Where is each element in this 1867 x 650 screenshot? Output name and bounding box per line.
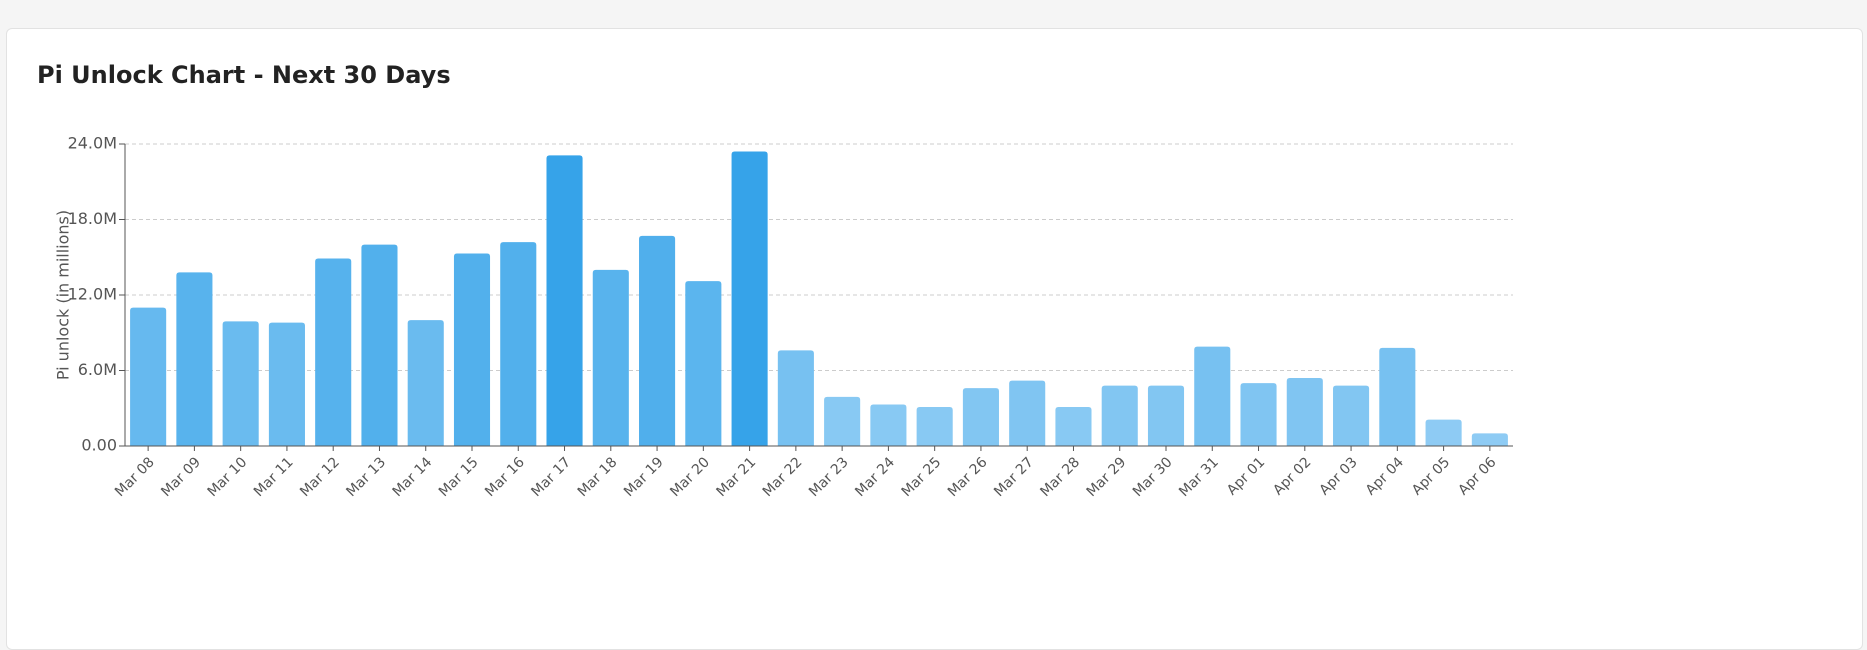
x-tick-label: Mar 27 [991,454,1037,500]
y-tick-label: 6.0M [78,360,117,379]
y-tick-label: 24.0M [68,134,117,153]
x-tick-label: Mar 08 [112,454,158,500]
bar [1101,385,1138,446]
bar [361,244,398,446]
x-tick-label: Mar 30 [1130,454,1176,500]
bar [1333,385,1370,446]
x-tick-label: Mar 17 [528,454,574,500]
bar [1240,383,1277,446]
y-axis-title: Pi unlock (in millions) [54,210,73,380]
bar [176,272,213,446]
x-tick-label: Apr 05 [1409,454,1453,498]
bar [685,281,722,446]
bar [130,307,167,446]
x-tick-label: Mar 26 [945,454,991,500]
x-tick-label: Mar 25 [899,454,945,500]
bar [315,258,352,446]
bar [1425,419,1462,446]
x-tick-label: Mar 09 [158,454,204,500]
bar [1055,406,1092,446]
bar [824,396,861,446]
x-tick-label: Mar 20 [667,454,713,500]
bar [870,404,907,446]
x-tick-label: Mar 21 [714,454,760,500]
y-tick-label: 12.0M [68,285,117,304]
x-tick-label: Apr 02 [1270,454,1314,498]
bar [453,253,491,446]
bar [407,320,444,446]
x-tick-label: Mar 16 [482,454,528,500]
x-tick-label: Mar 23 [806,454,852,500]
x-tick-label: Mar 31 [1176,454,1222,500]
x-tick-label: Mar 24 [852,454,898,500]
bar [639,235,676,446]
bar [1286,378,1323,446]
bar [546,155,583,446]
bar [1379,347,1416,446]
x-tick-label: Mar 12 [297,454,343,500]
bar [916,406,953,446]
bar [592,269,629,446]
bar [777,350,814,446]
x-tick-label: Mar 18 [575,454,621,500]
bar [1009,380,1046,446]
bar [1194,346,1231,446]
x-tick-label: Mar 19 [621,454,667,500]
x-tick-label: Mar 11 [251,454,297,500]
chart-title: Pi Unlock Chart - Next 30 Days [37,61,451,89]
x-tick-label: Mar 13 [343,454,389,500]
x-tick-label: Mar 15 [436,454,482,500]
x-tick-label: Apr 03 [1317,454,1361,498]
x-tick-label: Mar 10 [205,454,251,500]
x-tick-label: Apr 06 [1455,454,1499,498]
bar [268,322,305,446]
bar [500,242,537,446]
bar [1471,433,1508,446]
x-tick-label: Mar 14 [390,454,436,500]
x-tick-label: Mar 22 [760,454,806,500]
bar [222,321,259,446]
y-tick-label: 18.0M [68,209,117,228]
x-tick-label: Mar 29 [1084,454,1130,500]
x-tick-label: Apr 04 [1363,454,1407,498]
bar [731,151,768,447]
y-tick-label: 0.00 [81,436,117,455]
bar [1147,385,1185,446]
x-tick-label: Mar 28 [1037,454,1083,500]
bar [962,388,999,446]
x-tick-label: Apr 01 [1224,454,1268,498]
